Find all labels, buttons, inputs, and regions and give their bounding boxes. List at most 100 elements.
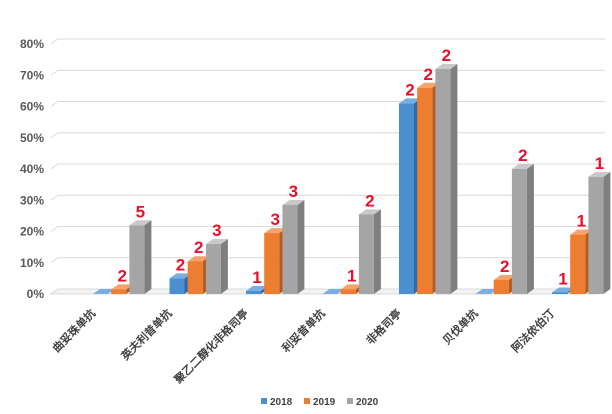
category-label: 利妥昔单抗 bbox=[279, 306, 328, 355]
data-label: 2 bbox=[365, 191, 374, 210]
bar-front bbox=[570, 234, 586, 294]
data-label: 1 bbox=[595, 154, 604, 173]
y-tick-label: 60% bbox=[20, 100, 44, 114]
bar-front bbox=[246, 290, 261, 294]
bar-front bbox=[340, 289, 356, 294]
bar-front bbox=[205, 244, 221, 294]
bar-front bbox=[187, 261, 203, 294]
bar bbox=[475, 289, 498, 294]
bar-top bbox=[475, 289, 498, 294]
gridline-side bbox=[50, 226, 59, 232]
bar bbox=[93, 289, 115, 294]
bar-top bbox=[282, 199, 305, 205]
y-tick-label: 70% bbox=[20, 68, 44, 82]
bar-top bbox=[552, 287, 574, 293]
legend-entry: 2019 bbox=[304, 397, 336, 408]
bars bbox=[93, 64, 611, 294]
y-axis-ticks: 0% 10% 20% 30% 40% 50% 60% 70% 80% bbox=[20, 37, 44, 301]
gridline-side bbox=[50, 163, 59, 170]
bar-front bbox=[511, 169, 527, 294]
data-label: 5 bbox=[136, 202, 145, 221]
bar-side bbox=[526, 164, 534, 294]
legend-entry: 2020 bbox=[347, 397, 379, 408]
data-label: 1 bbox=[252, 268, 261, 287]
bar-top bbox=[169, 273, 192, 279]
bar-top bbox=[358, 209, 381, 215]
y-tick-label: 20% bbox=[20, 225, 44, 239]
bar-side bbox=[144, 220, 152, 294]
legend-entry: 2018 bbox=[261, 397, 293, 408]
bar-top bbox=[264, 228, 287, 234]
bar-top bbox=[322, 289, 345, 294]
bar-front bbox=[493, 279, 509, 294]
y-tick-label: 0% bbox=[27, 287, 45, 301]
data-label: 2 bbox=[117, 266, 126, 285]
bar bbox=[435, 64, 458, 294]
bar-top bbox=[511, 164, 534, 169]
bar-top bbox=[340, 284, 363, 290]
data-label: 2 bbox=[194, 238, 203, 257]
data-label: 2 bbox=[176, 255, 185, 274]
gridline-side bbox=[50, 132, 59, 139]
bar bbox=[322, 289, 345, 294]
gridline-side bbox=[50, 101, 59, 107]
y-tick-label: 80% bbox=[20, 37, 44, 51]
y-tick-label: 10% bbox=[20, 256, 44, 270]
bar-top bbox=[111, 284, 134, 290]
data-label: 3 bbox=[289, 182, 298, 201]
bar-side bbox=[297, 199, 305, 294]
bar bbox=[588, 171, 611, 294]
gridline-side bbox=[50, 257, 59, 264]
bar-front bbox=[552, 292, 567, 294]
gridline-side bbox=[50, 38, 59, 45]
gridline-side bbox=[50, 194, 59, 201]
gridline-side bbox=[50, 69, 59, 76]
legend-label: 2020 bbox=[356, 397, 379, 408]
bar-front bbox=[588, 176, 604, 294]
bar-front bbox=[169, 278, 185, 294]
y-tick-label: 40% bbox=[20, 162, 44, 176]
bar-top bbox=[417, 82, 440, 88]
bar-top bbox=[435, 64, 458, 69]
bar-top bbox=[570, 229, 593, 235]
bar bbox=[282, 199, 305, 294]
bar-front bbox=[358, 214, 374, 294]
data-label: 3 bbox=[270, 210, 279, 229]
data-label: 2 bbox=[405, 80, 414, 99]
bar bbox=[511, 164, 534, 294]
legend-swatch bbox=[347, 398, 353, 404]
bar-top bbox=[246, 285, 268, 291]
bar-top bbox=[399, 98, 421, 104]
category-label: 非格司亭 bbox=[363, 306, 404, 347]
data-label: 2 bbox=[500, 257, 509, 276]
legend-label: 2019 bbox=[313, 397, 336, 408]
data-label: 1 bbox=[347, 266, 356, 285]
bar bbox=[358, 209, 381, 294]
data-label: 3 bbox=[212, 221, 221, 240]
legend-swatch bbox=[304, 398, 310, 404]
legend: 2018 2019 2020 bbox=[261, 397, 379, 408]
bar-front bbox=[399, 103, 414, 294]
data-label: 2 bbox=[423, 65, 432, 84]
bar-front bbox=[417, 87, 433, 294]
bar-side bbox=[450, 64, 458, 294]
data-label: 2 bbox=[518, 146, 527, 165]
bar-front bbox=[282, 204, 298, 294]
category-label: 英夫利昔单抗 bbox=[117, 306, 174, 363]
bar-side bbox=[220, 239, 228, 294]
bar-top bbox=[93, 289, 115, 294]
y-tick-label: 50% bbox=[20, 131, 44, 145]
data-label: 2 bbox=[442, 46, 451, 65]
bar-side bbox=[373, 209, 381, 294]
bar-front bbox=[111, 289, 127, 294]
category-label: 阿法依伯汀 bbox=[508, 306, 557, 355]
category-label: 曲妥珠单抗 bbox=[49, 306, 98, 355]
bar-front bbox=[129, 225, 145, 294]
data-label: 1 bbox=[558, 269, 567, 288]
category-label: 贝伐单抗 bbox=[440, 306, 481, 347]
bar-top bbox=[129, 220, 152, 226]
